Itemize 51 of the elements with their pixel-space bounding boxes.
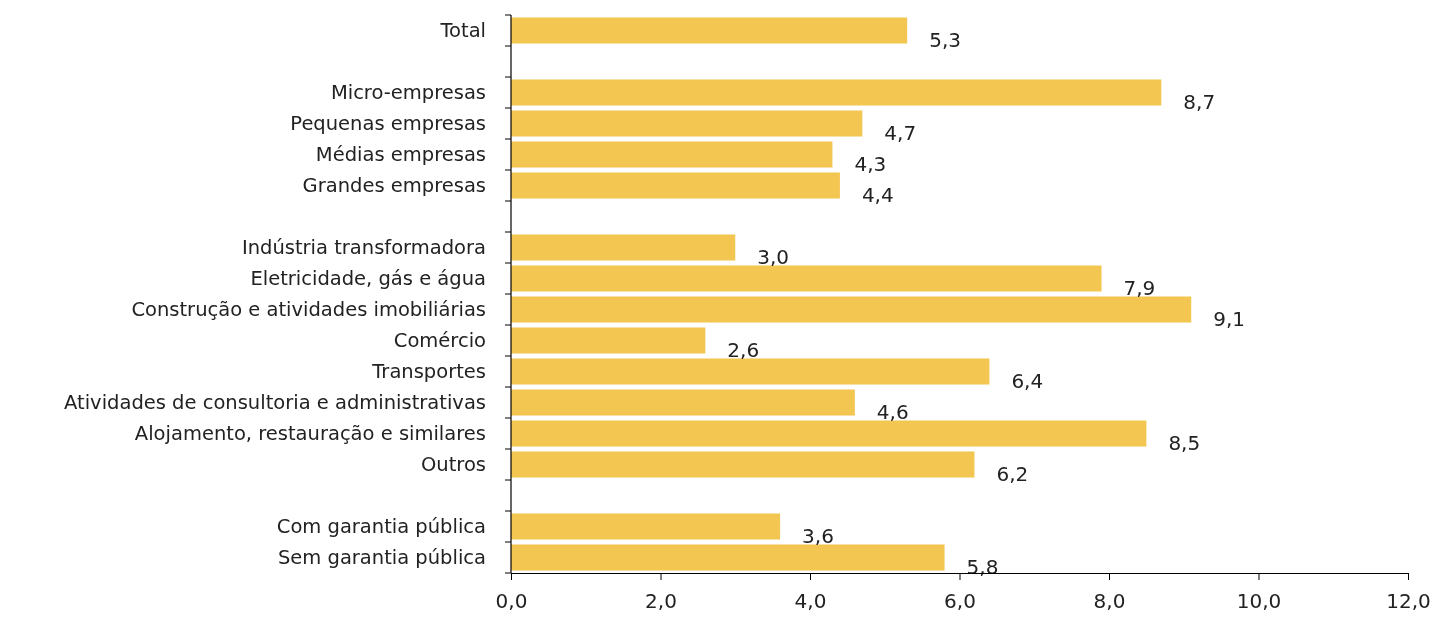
y-tick-label: Com garantia pública: [276, 515, 486, 539]
bar: [511, 17, 908, 44]
x-tick-label: 0,0: [495, 589, 528, 614]
y-tick-label: Micro-empresas: [330, 81, 486, 105]
data-label: 8,5: [1168, 430, 1201, 455]
data-label: 2,6: [727, 337, 760, 362]
data-label: 4,7: [884, 120, 917, 145]
y-tick-label: Médias empresas: [315, 143, 486, 167]
data-label: 8,7: [1183, 89, 1216, 114]
y-tick-label: Transportes: [371, 360, 486, 384]
bar: [511, 451, 975, 478]
y-tick-label: Total: [439, 19, 486, 43]
data-label: 6,2: [996, 461, 1029, 486]
y-tick-label: Comércio: [393, 329, 486, 353]
bar: [511, 327, 706, 354]
x-tick-label: 2,0: [645, 589, 677, 614]
data-label: 4,4: [861, 182, 894, 207]
x-tick-label: 6,0: [944, 589, 976, 614]
x-tick-label: 8,0: [1093, 589, 1126, 614]
bar: [511, 172, 840, 199]
bar: [511, 544, 945, 571]
bar: [511, 265, 1102, 292]
x-tick-label: 10,0: [1236, 589, 1282, 614]
y-tick-label: Construção e atividades imobiliárias: [131, 298, 486, 322]
y-tick-label: Atividades de consultoria e administrativas: [64, 391, 486, 415]
bar: [511, 513, 781, 540]
bar: [511, 296, 1192, 323]
bar: [511, 110, 863, 137]
bar: [511, 79, 1162, 106]
data-label: 7,9: [1123, 275, 1156, 300]
bar: [511, 141, 833, 168]
y-tick-label: Sem garantia pública: [277, 546, 486, 570]
y-tick-label: Grandes empresas: [302, 174, 486, 198]
x-tick-label: 4,0: [794, 589, 827, 614]
data-label: 3,6: [802, 523, 834, 548]
data-label: 3,0: [757, 244, 790, 269]
x-tick-label: 12,0: [1386, 589, 1431, 614]
y-tick-label: Indústria transformadora: [241, 236, 486, 260]
bar: [511, 389, 855, 416]
bar: [511, 358, 990, 385]
y-tick-label: Alojamento, restauração e similares: [134, 422, 486, 446]
y-tick-label: Eletricidade, gás e água: [250, 267, 486, 291]
y-tick-label: Pequenas empresas: [290, 112, 486, 136]
y-tick-label: Outros: [420, 453, 486, 477]
data-label: 5,3: [929, 27, 961, 52]
data-label: 4,6: [876, 399, 909, 424]
bar: [511, 420, 1147, 447]
data-label: 6,4: [1011, 368, 1044, 393]
data-label: 9,1: [1213, 306, 1246, 331]
bar: [511, 234, 736, 261]
data-label: 4,3: [854, 151, 887, 176]
